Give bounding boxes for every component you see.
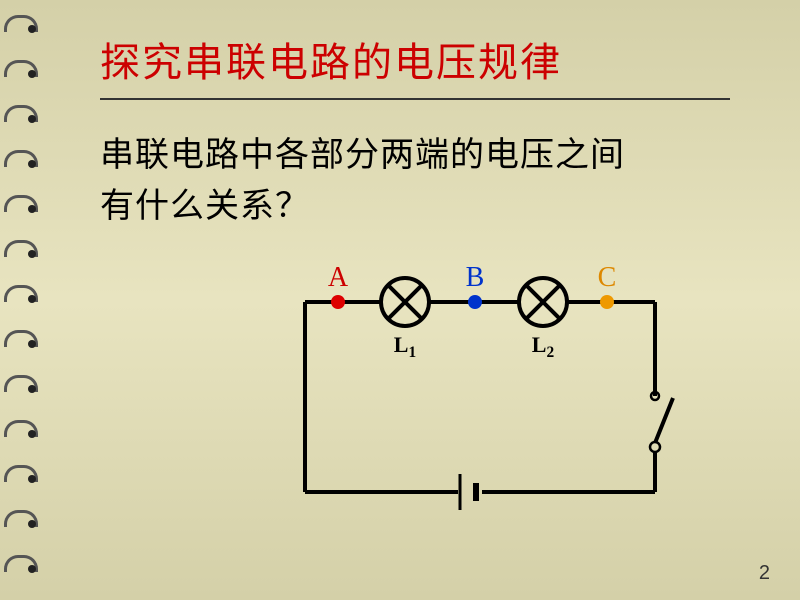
svg-text:B: B: [466, 262, 485, 293]
svg-text:A: A: [328, 262, 349, 293]
page-number: 2: [759, 562, 770, 585]
slide-title: 探究串联电路的电压规律: [100, 30, 770, 88]
question-line-2: 有什么关系？: [100, 188, 310, 225]
spiral-binding: [0, 0, 50, 600]
circuit-diagram: L1 L2 A B C: [195, 252, 675, 532]
slide-content: 探究串联电路的电压规律 串联电路中各部分两端的电压之间 有什么关系？ L1 L2 A…: [70, 0, 800, 600]
question-line-1: 串联电路中各部分两端的电压之间: [100, 137, 625, 174]
svg-text:L1: L1: [394, 332, 416, 361]
title-underline: [100, 98, 730, 100]
circuit-svg: L1 L2 A B C: [195, 252, 675, 532]
svg-text:C: C: [598, 262, 617, 293]
question-text: 串联电路中各部分两端的电压之间 有什么关系？: [100, 130, 770, 232]
svg-text:L2: L2: [532, 332, 555, 361]
